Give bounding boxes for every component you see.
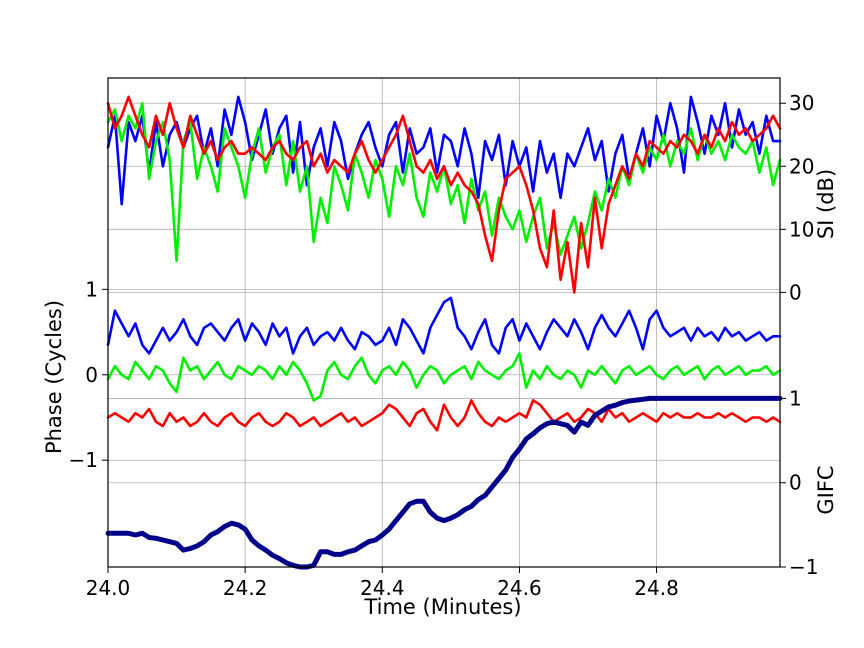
x-tick-label: 24.4 bbox=[360, 576, 405, 600]
si-series-red bbox=[106, 95, 782, 294]
si-series-blue bbox=[106, 95, 782, 206]
gifc-axis-label: GIFC bbox=[814, 465, 838, 514]
gifc-tick-label: 0 bbox=[789, 471, 802, 495]
x-tick-label: 24.0 bbox=[86, 576, 131, 600]
gifc-tick-label: 1 bbox=[789, 386, 802, 410]
phase-series-blue bbox=[106, 296, 782, 355]
gifc-series-navy bbox=[105, 395, 783, 570]
phase-series-green bbox=[106, 352, 782, 402]
phase-tick-label: 1 bbox=[85, 277, 98, 301]
x-tick-label: 24.6 bbox=[497, 576, 542, 600]
si-axis-label: SI (dB) bbox=[814, 169, 838, 239]
phase-tick-label: −1 bbox=[69, 448, 98, 472]
x-axis-label: Time (Minutes) bbox=[363, 595, 521, 619]
si-tick-label: 30 bbox=[789, 91, 814, 115]
x-tick-label: 24.8 bbox=[634, 576, 679, 600]
plot-frame bbox=[107, 77, 781, 568]
phase-axis-label: Phase (Cycles) bbox=[42, 300, 66, 454]
gifc-tick-label: −1 bbox=[789, 555, 818, 579]
si-tick-label: 20 bbox=[789, 154, 814, 178]
series-lines bbox=[105, 95, 783, 570]
si-tick-label: 0 bbox=[789, 280, 802, 304]
si-tick-label: 10 bbox=[789, 217, 814, 241]
tick-marks bbox=[102, 102, 786, 573]
phase-series-red bbox=[106, 399, 782, 432]
phase-tick-label: 0 bbox=[85, 363, 98, 387]
x-tick-label: 24.2 bbox=[223, 576, 268, 600]
